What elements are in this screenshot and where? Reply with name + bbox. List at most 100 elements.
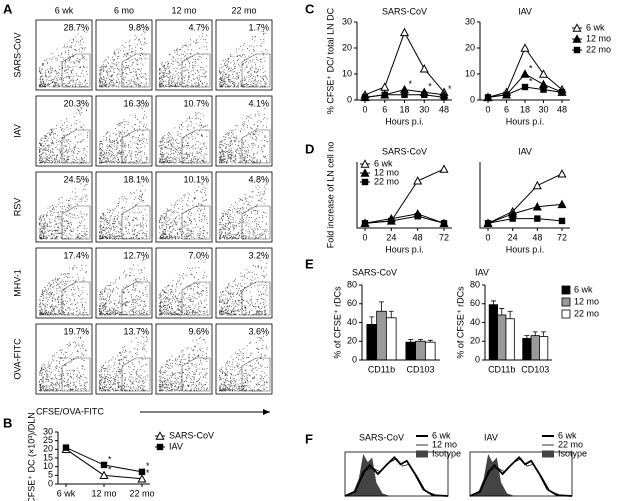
gate-percentage: 9.8% xyxy=(128,22,149,32)
x-tick-label: 0 xyxy=(485,104,490,114)
point xyxy=(503,91,510,98)
gate-percentage: 16.3% xyxy=(123,98,149,108)
gate xyxy=(241,357,271,392)
gate-percentage: 4.8% xyxy=(248,174,269,184)
error-bar xyxy=(499,308,505,315)
hist-curve xyxy=(469,455,573,497)
y-tick-label: 20 xyxy=(470,336,480,346)
point xyxy=(380,82,390,91)
y-tick-label: 0 xyxy=(475,354,480,364)
gate-percentage: 13.7% xyxy=(123,326,149,336)
chart-title: IAV xyxy=(475,267,489,277)
x-tick-label: 24 xyxy=(508,232,518,242)
x-tick-label: 6 xyxy=(382,104,387,114)
gate xyxy=(61,281,91,316)
series-line xyxy=(487,173,563,224)
gate xyxy=(181,205,211,240)
gate xyxy=(121,357,151,392)
x-axis-label: CFSE/OVA-FITC xyxy=(36,406,104,416)
gate-percentage: 3.2% xyxy=(248,250,269,260)
panel-label: F xyxy=(305,431,313,446)
significance-mark: * xyxy=(146,461,150,471)
bar xyxy=(385,317,397,361)
bar xyxy=(488,304,498,361)
x-tick-label: 18 xyxy=(399,104,409,114)
gate xyxy=(61,53,91,88)
error-bar xyxy=(408,338,414,343)
column-label: 6 mo xyxy=(114,5,134,15)
y-tick-label: 20 xyxy=(465,42,475,52)
row-label: OVA-FITC xyxy=(12,338,22,380)
dot-cloud xyxy=(99,105,148,164)
gate xyxy=(61,357,91,392)
y-tick-label: 30 xyxy=(43,426,53,436)
x-tick-label: 72 xyxy=(557,232,567,242)
legend-label: 22 mo xyxy=(374,176,399,186)
point xyxy=(534,215,541,222)
point xyxy=(532,180,542,190)
dot-plot-frame xyxy=(35,171,93,243)
gate-percentage: 24.5% xyxy=(63,174,89,184)
significance-mark: * xyxy=(409,79,413,89)
point xyxy=(361,178,369,186)
x-tick-label: CD103 xyxy=(406,364,434,374)
panel-label: E xyxy=(305,256,314,271)
row-label: IAV xyxy=(12,124,22,138)
legend-label: 6 wk xyxy=(374,158,393,168)
x-axis-label: Hours p.i. xyxy=(506,116,545,126)
gate xyxy=(241,129,271,164)
significance-mark: * xyxy=(529,76,533,86)
gate-percentage: 20.3% xyxy=(63,98,89,108)
legend-label: 6 wk xyxy=(432,430,451,440)
point xyxy=(572,34,582,43)
gate xyxy=(61,205,91,240)
dot-plot-frame xyxy=(155,171,213,243)
y-tick-label: 0 xyxy=(347,94,352,104)
point xyxy=(419,64,429,73)
legend-swatch xyxy=(416,450,428,458)
significance-mark: * xyxy=(448,84,452,94)
gate xyxy=(241,281,271,316)
y-tick-label: 0 xyxy=(48,478,53,488)
gate xyxy=(121,129,151,164)
column-label: 12 mo xyxy=(171,5,196,15)
gate-percentage: 4.7% xyxy=(188,22,209,32)
significance-mark: * xyxy=(146,468,150,478)
y-tick-label: 40 xyxy=(347,317,357,327)
gate-percentage: 18.1% xyxy=(123,174,149,184)
x-tick-label: 12 mo xyxy=(91,488,116,498)
y-tick-label: 0 xyxy=(470,94,475,104)
point xyxy=(538,69,549,78)
y-tick-label: 20 xyxy=(342,42,352,52)
y-tick-label: 40 xyxy=(470,317,480,327)
axis xyxy=(484,285,552,361)
panel-label: C xyxy=(305,1,315,16)
isotype-curve xyxy=(469,453,513,497)
dot-plot-frame xyxy=(215,95,273,167)
chart-title: SARS-CoV xyxy=(382,6,427,16)
y-tick-label: 25 xyxy=(43,435,53,445)
point xyxy=(421,91,428,98)
x-tick-label: 6 wk xyxy=(57,488,76,498)
y-tick-label: 80 xyxy=(470,279,480,289)
gate xyxy=(241,53,271,88)
dot-cloud xyxy=(39,331,88,392)
bar xyxy=(376,310,387,361)
error-bar xyxy=(532,331,538,336)
gate-percentage: 28.7% xyxy=(63,22,89,32)
dot-cloud xyxy=(99,183,148,240)
gate-percentage: 19.7% xyxy=(63,326,89,336)
y-tick-label: 60 xyxy=(470,298,480,308)
y-axis-label: % of CFSE⁺ rDCs xyxy=(332,286,342,359)
error-bar xyxy=(418,338,423,342)
point xyxy=(399,27,410,37)
point xyxy=(413,176,423,185)
x-tick-label: 18 xyxy=(520,104,530,114)
error-bar xyxy=(490,300,496,305)
point xyxy=(439,164,449,173)
point xyxy=(388,217,395,225)
chart-title: IAV xyxy=(518,6,532,16)
axis xyxy=(356,162,452,229)
gate-percentage: 3.6% xyxy=(248,326,269,336)
